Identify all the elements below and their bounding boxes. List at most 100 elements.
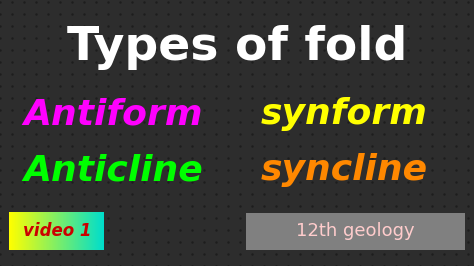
Point — [68, 36, 76, 40]
Point — [0, 132, 4, 136]
Point — [0, 36, 4, 40]
Point — [80, 36, 88, 40]
Point — [80, 216, 88, 220]
Point — [248, 204, 256, 208]
Point — [272, 252, 280, 256]
Point — [164, 60, 172, 64]
Point — [260, 192, 268, 196]
Point — [104, 60, 112, 64]
Point — [224, 240, 232, 244]
Point — [368, 84, 376, 88]
Point — [320, 216, 328, 220]
Point — [212, 96, 220, 100]
Point — [80, 108, 88, 112]
Point — [20, 24, 28, 28]
Point — [68, 72, 76, 76]
Point — [92, 264, 100, 266]
Point — [224, 72, 232, 76]
Point — [380, 192, 388, 196]
Point — [200, 132, 208, 136]
Point — [452, 192, 460, 196]
Point — [236, 252, 244, 256]
Point — [128, 132, 136, 136]
Point — [344, 240, 352, 244]
Point — [440, 96, 448, 100]
Point — [428, 132, 436, 136]
Point — [356, 60, 364, 64]
Point — [428, 72, 436, 76]
Point — [380, 204, 388, 208]
Point — [0, 12, 4, 16]
Point — [224, 252, 232, 256]
Point — [212, 48, 220, 52]
Point — [284, 36, 292, 40]
Point — [344, 48, 352, 52]
Point — [128, 144, 136, 148]
Point — [368, 264, 376, 266]
Point — [200, 252, 208, 256]
Point — [248, 228, 256, 232]
Point — [236, 48, 244, 52]
Point — [104, 36, 112, 40]
Point — [152, 108, 160, 112]
Point — [44, 36, 52, 40]
Point — [296, 48, 304, 52]
Point — [380, 60, 388, 64]
Point — [188, 24, 196, 28]
Point — [260, 168, 268, 172]
Point — [8, 216, 16, 220]
Point — [188, 264, 196, 266]
Point — [428, 216, 436, 220]
Point — [128, 156, 136, 160]
Point — [428, 36, 436, 40]
Point — [332, 216, 340, 220]
Point — [116, 84, 124, 88]
Text: synform: synform — [261, 97, 428, 131]
Point — [344, 204, 352, 208]
Point — [368, 192, 376, 196]
Point — [140, 228, 148, 232]
Point — [0, 96, 4, 100]
Point — [416, 108, 424, 112]
Point — [152, 180, 160, 184]
Point — [8, 48, 16, 52]
Point — [296, 96, 304, 100]
Point — [440, 228, 448, 232]
Point — [224, 204, 232, 208]
Point — [260, 228, 268, 232]
Point — [0, 204, 4, 208]
Point — [80, 192, 88, 196]
Point — [272, 192, 280, 196]
Point — [32, 156, 40, 160]
Point — [20, 0, 28, 4]
Point — [104, 72, 112, 76]
Point — [164, 192, 172, 196]
Point — [212, 72, 220, 76]
Point — [116, 168, 124, 172]
Point — [308, 24, 316, 28]
Point — [296, 228, 304, 232]
Point — [440, 204, 448, 208]
Point — [32, 216, 40, 220]
Text: video 1: video 1 — [23, 222, 91, 240]
Point — [260, 48, 268, 52]
Point — [20, 84, 28, 88]
Point — [44, 216, 52, 220]
Point — [428, 252, 436, 256]
Point — [260, 60, 268, 64]
Point — [428, 108, 436, 112]
Point — [308, 192, 316, 196]
Point — [284, 144, 292, 148]
Point — [200, 156, 208, 160]
Point — [140, 204, 148, 208]
Point — [392, 24, 400, 28]
Point — [428, 264, 436, 266]
Point — [116, 120, 124, 124]
Point — [32, 180, 40, 184]
Point — [428, 156, 436, 160]
Point — [32, 84, 40, 88]
Point — [296, 36, 304, 40]
Point — [80, 0, 88, 4]
Point — [332, 84, 340, 88]
Point — [236, 216, 244, 220]
